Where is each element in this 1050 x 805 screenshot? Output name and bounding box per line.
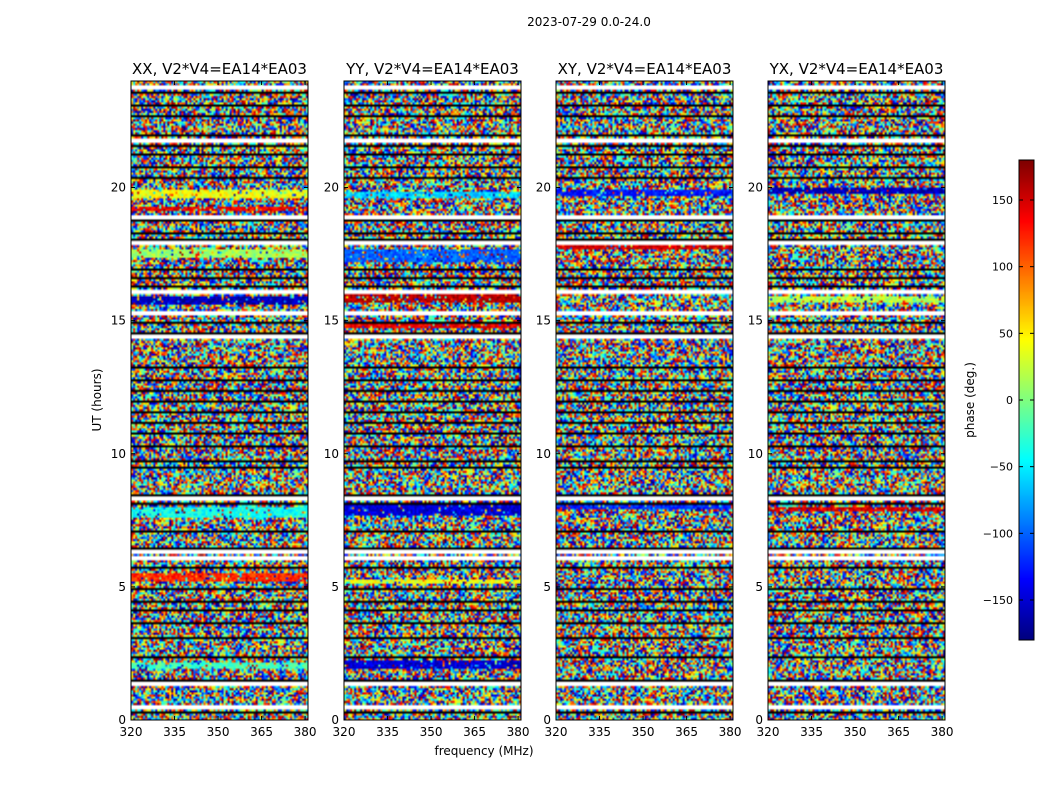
panel-2-xtick-label: 365 (675, 725, 698, 739)
panel-0-ytick-label: 0 (118, 713, 126, 727)
panel-2-xtick-label: 320 (545, 725, 568, 739)
panel-3-xtick-label: 320 (757, 725, 780, 739)
panel-3-ytick-label: 15 (748, 314, 763, 328)
figure-suptitle: 2023-07-29 0.0-24.0 (527, 15, 651, 29)
panel-2-ytick-label: 15 (536, 314, 551, 328)
panel-0-xtick-label: 335 (163, 725, 186, 739)
panel-1-title: YY, V2*V4=EA14*EA03 (345, 60, 519, 78)
panel-2-ytick-label: 10 (536, 447, 551, 461)
panel-3-title: YX, V2*V4=EA14*EA03 (769, 60, 944, 78)
colorbar-tick-label: −50 (990, 461, 1013, 474)
panel-1: YY, V2*V4=EA14*EA03 320 335 350 365 380 0 5 10 15… (324, 60, 530, 739)
panel-3-xtick-label: 365 (887, 725, 910, 739)
panel-1-phase-image (344, 81, 521, 720)
panel-3-xtick-label: 380 (931, 725, 954, 739)
panel-1-xtick-label: 350 (420, 725, 443, 739)
colorbar-tick-label: 0 (1006, 394, 1013, 407)
panel-0-xtick-label: 320 (120, 725, 143, 739)
colorbar-label: phase (deg.) (963, 362, 977, 438)
colorbar-tick-label: 50 (999, 327, 1013, 340)
panel-2: XY, V2*V4=EA14*EA03 320 335 350 365 380 0 5 10 15… (536, 60, 742, 739)
panel-0-xtick-label: 365 (250, 725, 273, 739)
panel-3-ytick-label: 10 (748, 447, 763, 461)
panel-3-xtick-label: 350 (844, 725, 867, 739)
panels-group: XX, V2*V4=EA14*EA03 320 335 350 365 380 0 5 10 15… (111, 60, 954, 739)
panel-0-ytick-label: 20 (111, 181, 126, 195)
panel-1-xtick-label: 380 (507, 725, 530, 739)
panel-2-xtick-label: 380 (719, 725, 742, 739)
panel-2-ytick-label: 20 (536, 181, 551, 195)
panel-2-frame (555, 80, 734, 721)
panel-3: YX, V2*V4=EA14*EA03 320 335 350 365 380 0 5 10 15… (748, 60, 954, 739)
panel-3-xtick-label: 335 (800, 725, 823, 739)
panel-0-title: XX, V2*V4=EA14*EA03 (132, 60, 307, 78)
panel-0-phase-image (131, 81, 308, 720)
panel-0-xtick-label: 350 (207, 725, 230, 739)
x-axis-label: frequency (MHz) (434, 744, 533, 758)
panel-2-phase-image (556, 81, 733, 720)
panel-3-ytick-label: 0 (755, 713, 763, 727)
panel-1-ytick-label: 10 (324, 447, 339, 461)
panel-0-ytick-label: 10 (111, 447, 126, 461)
panel-1-ytick-label: 5 (331, 580, 339, 594)
panel-2-xtick-label: 335 (588, 725, 611, 739)
panel-3-ytick-label: 5 (755, 580, 763, 594)
panel-3-phase-image (768, 81, 945, 720)
panel-1-xtick-label: 365 (463, 725, 486, 739)
panel-3-frame (767, 80, 946, 721)
y-axis-label: UT (hours) (90, 368, 104, 431)
colorbar-tick-label: −100 (983, 527, 1013, 540)
colorbar-gradient (1019, 160, 1034, 640)
panel-0-xtick-label: 380 (294, 725, 317, 739)
panel-1-ytick-label: 15 (324, 314, 339, 328)
colorbar-tick-label: 100 (992, 261, 1013, 274)
panel-1-ytick-label: 20 (324, 181, 339, 195)
panel-1-frame (343, 80, 522, 721)
colorbar-tick-label: −150 (983, 594, 1013, 607)
panel-2-ytick-label: 0 (543, 713, 551, 727)
colorbar: −150 −100 −50 0 50 100 150 (983, 159, 1035, 641)
panel-0: XX, V2*V4=EA14*EA03 320 335 350 365 380 0 5 10 15… (111, 60, 317, 739)
panel-3-ytick-label: 20 (748, 181, 763, 195)
panel-1-xtick-label: 320 (333, 725, 356, 739)
panel-1-ytick-label: 0 (331, 713, 339, 727)
panel-2-title: XY, V2*V4=EA14*EA03 (558, 60, 732, 78)
panel-0-ytick-label: 5 (118, 580, 126, 594)
colorbar-tick-label: 150 (992, 194, 1013, 207)
panel-0-ytick-label: 15 (111, 314, 126, 328)
panel-1-xtick-label: 335 (376, 725, 399, 739)
panel-2-xtick-label: 350 (632, 725, 655, 739)
panel-2-ytick-label: 5 (543, 580, 551, 594)
panel-0-frame (130, 80, 309, 721)
